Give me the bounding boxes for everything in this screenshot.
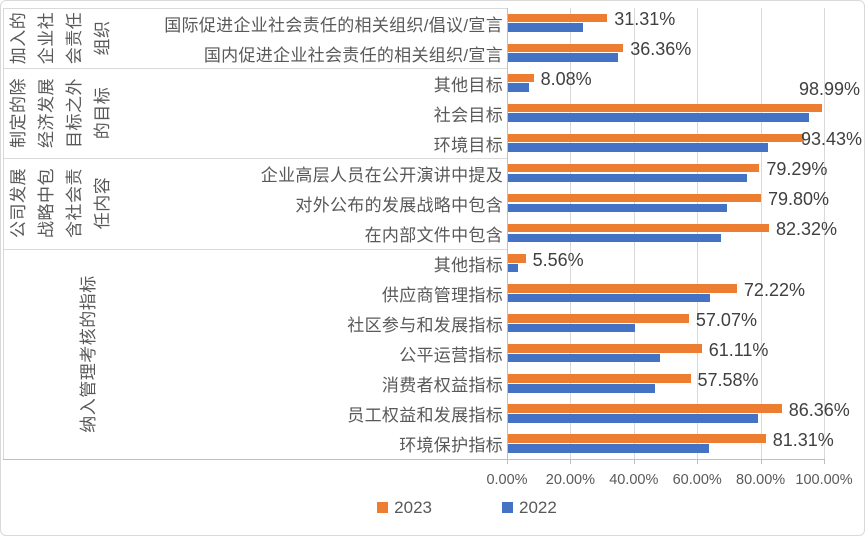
category-label: 其他目标	[433, 75, 503, 95]
bar-2023	[508, 223, 769, 233]
data-label-2023: 79.80%	[767, 189, 830, 210]
x-axis-tick-label: 100.00%	[795, 472, 853, 488]
category-label: 在内部文件中包含	[364, 225, 503, 245]
bar-2022	[508, 323, 635, 333]
legend-swatch-2022	[502, 502, 513, 513]
data-label-2023: 72.22%	[743, 279, 805, 300]
bar-2023	[508, 344, 702, 353]
x-axis-tick	[697, 459, 699, 464]
data-label-2023: 93.43%	[800, 129, 862, 150]
category-label: 企业高层人员在公开演讲中提及	[260, 165, 503, 185]
category-label: 社区参与和发展指标	[347, 316, 503, 336]
category-label: 国际促进企业社会责任的相关组织/倡议/宣言	[164, 15, 503, 35]
gridline	[760, 8, 762, 459]
data-label-2023: 57.58%	[697, 369, 759, 390]
category-label: 供应商管理指标	[381, 286, 503, 306]
bar-2023	[508, 434, 766, 443]
x-axis-tick	[570, 459, 572, 464]
group-label: 制定的除 经济发展 目标之外 的目标	[8, 78, 112, 149]
legend-label: 2022	[519, 498, 557, 517]
bar-2023	[508, 314, 689, 323]
data-label-2023: 81.31%	[772, 429, 834, 450]
category-label: 其他指标	[433, 256, 503, 276]
group-label: 纳入管理考核的指标	[79, 275, 99, 433]
category-label: 员工权益和发展指标	[347, 406, 503, 426]
bar-2023	[508, 254, 526, 263]
bar-2023	[508, 43, 624, 53]
bar-2022	[508, 143, 768, 152]
bar-2022	[508, 353, 661, 363]
bar-2022	[508, 233, 722, 243]
group-separator-line	[3, 68, 507, 70]
x-axis-tick	[760, 459, 762, 464]
legend: 2023 2022	[0, 498, 866, 517]
group-separator-line	[3, 158, 507, 160]
group-separator-line	[3, 8, 507, 9]
category-label: 环境保护指标	[399, 436, 503, 456]
bar-2022	[508, 23, 584, 32]
x-axis-tick-label: 80.00%	[736, 472, 786, 488]
bar-2023	[508, 374, 691, 383]
x-axis-tick-label: 60.00%	[672, 472, 722, 488]
legend-swatch-2023	[377, 502, 389, 513]
data-label-2023: 31.31%	[614, 9, 676, 29]
legend-item-2022: 2022	[502, 498, 557, 517]
data-label-2023: 82.32%	[775, 219, 838, 240]
bar-2022	[508, 53, 619, 62]
bar-2022	[508, 384, 656, 393]
category-label: 社会目标	[433, 105, 503, 125]
gridline	[570, 8, 572, 459]
bar-2023	[508, 103, 822, 113]
x-axis-line	[3, 459, 825, 460]
bar-2023	[508, 284, 737, 293]
bar-2023	[508, 13, 608, 22]
gridline	[824, 8, 825, 459]
group-label: 公司发展 战略中包 含社会责 任内容	[8, 168, 112, 239]
group-label: 加入的 企业社 会责任 组织	[8, 11, 112, 65]
category-label: 公平运营指标	[399, 346, 503, 366]
category-label: 环境目标	[433, 135, 503, 155]
x-axis-tick	[507, 459, 508, 464]
category-label: 国内促进企业社会责任的相关组织/宣言	[203, 45, 503, 65]
category-label: 消费者权益指标	[381, 376, 503, 396]
data-label-2023: 86.36%	[788, 399, 850, 420]
data-label-2023: 8.08%	[540, 69, 592, 90]
data-label-2023: 98.99%	[798, 79, 860, 100]
gridline	[697, 8, 699, 459]
x-axis-tick-label: 20.00%	[545, 472, 595, 488]
bar-2023	[508, 163, 760, 173]
bar-2022	[508, 263, 518, 273]
category-label: 对外公布的发展战略中包含	[295, 195, 503, 215]
x-axis-tick	[824, 459, 825, 464]
bar-2022	[508, 83, 529, 92]
bar-2023	[508, 404, 782, 413]
data-label-2023: 79.29%	[766, 159, 828, 180]
x-axis-tick-label: 40.00%	[609, 472, 659, 488]
bar-2023	[508, 73, 534, 83]
category-axis-line	[507, 8, 508, 459]
bar-2022	[508, 293, 710, 303]
data-label-2023: 61.11%	[708, 339, 769, 360]
data-label-2023: 5.56%	[532, 249, 584, 270]
gridline	[633, 8, 635, 459]
x-axis-tick-label: 0.00%	[486, 472, 528, 488]
bar-2022	[508, 444, 710, 453]
bar-2022	[508, 203, 728, 213]
data-label-2023: 36.36%	[630, 39, 692, 60]
bar-2022	[508, 414, 758, 423]
bar-2023	[508, 193, 761, 203]
legend-label: 2023	[394, 498, 432, 517]
bar-2022	[508, 173, 747, 183]
x-axis-tick	[633, 459, 635, 464]
legend-item-2023: 2023	[377, 498, 432, 517]
label-area-left-border	[3, 8, 4, 459]
bar-2022	[508, 113, 810, 122]
group-separator-line	[3, 248, 507, 250]
bar-2023	[508, 133, 805, 143]
data-label-2023: 57.07%	[695, 309, 757, 330]
